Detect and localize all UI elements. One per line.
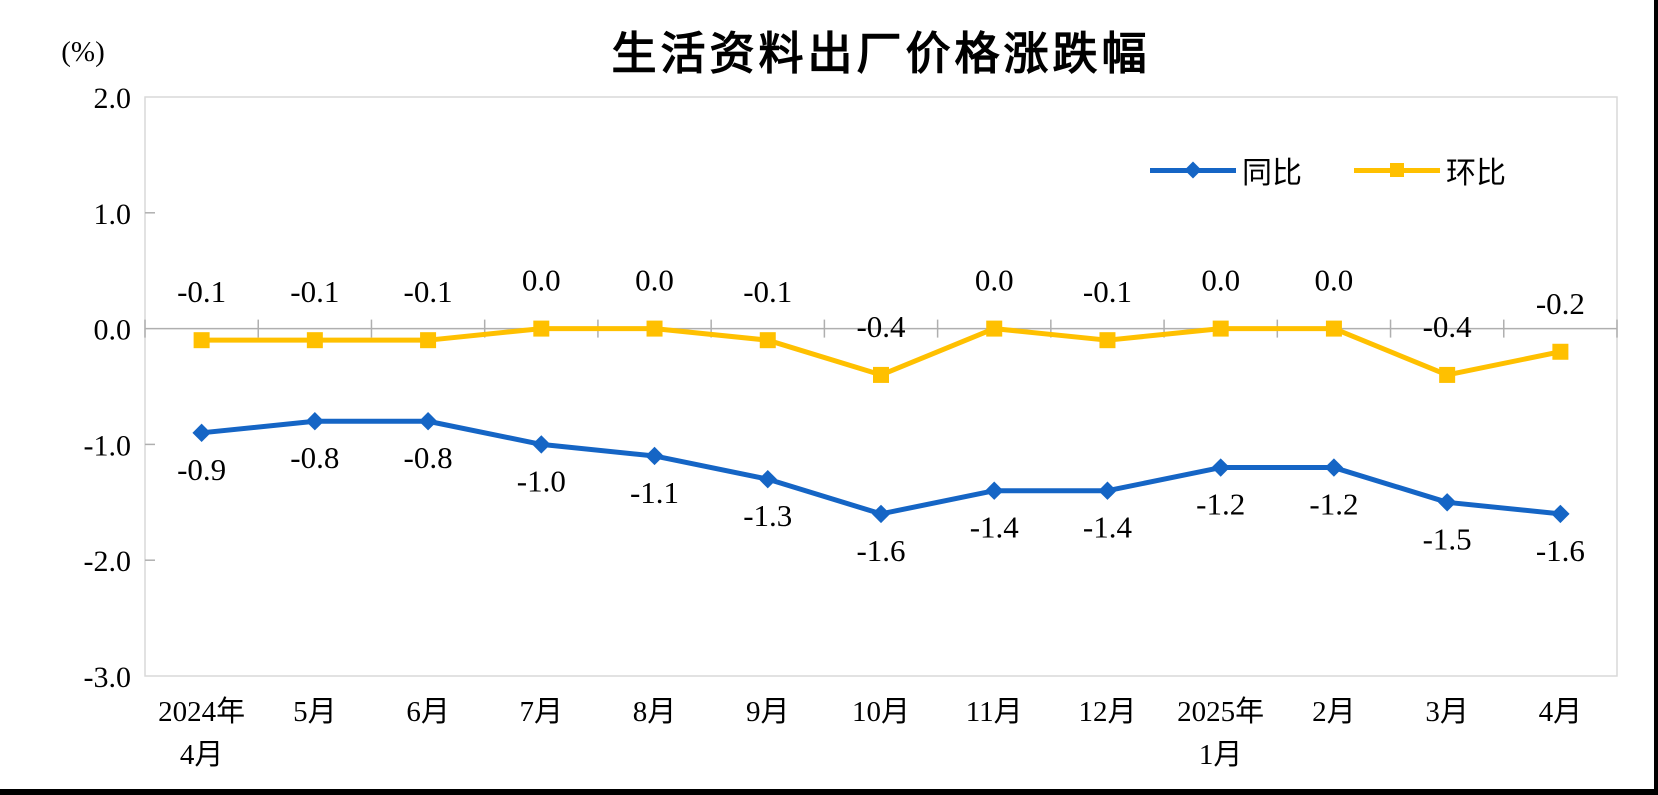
x-axis-label: 7月 xyxy=(520,696,564,728)
x-axis-label: 2月 xyxy=(1312,696,1356,728)
x-axis-label: 6月 xyxy=(406,696,450,728)
series-huanbi-data-label: 0.0 xyxy=(1315,263,1354,298)
x-axis-label: 1月 xyxy=(1199,739,1243,771)
series-tongbi-marker xyxy=(985,481,1004,500)
y-axis-tick-label: 2.0 xyxy=(94,82,132,115)
series-huanbi-data-label: -0.1 xyxy=(1083,274,1132,309)
x-axis-label: 4月 xyxy=(180,739,224,771)
y-axis-tick-label: 0.0 xyxy=(94,314,132,347)
window-edge-bottom xyxy=(0,789,1658,795)
series-huanbi-marker xyxy=(1552,343,1569,360)
series-huanbi-data-label: 0.0 xyxy=(635,263,674,298)
legend-label-tongbi: 同比 xyxy=(1242,157,1302,190)
series-huanbi-marker xyxy=(1439,366,1456,383)
series-huanbi-data-label: -0.4 xyxy=(1423,309,1473,344)
series-tongbi-marker xyxy=(305,412,325,431)
series-huanbi-marker xyxy=(306,332,323,349)
series-tongbi-data-label: -1.4 xyxy=(1083,510,1133,545)
series-tongbi-data-label: -1.6 xyxy=(856,533,905,568)
series-tongbi-data-label: -1.4 xyxy=(970,510,1020,545)
x-axis-label: 11月 xyxy=(966,696,1023,728)
series-huanbi-marker xyxy=(193,332,210,349)
series-tongbi-marker xyxy=(758,469,777,489)
series-huanbi-marker xyxy=(420,332,437,349)
series-huanbi-marker xyxy=(646,320,663,337)
diamond-marker-icon xyxy=(1184,161,1202,179)
chart-title: 生活资料出厂价格涨跌幅 xyxy=(611,28,1151,79)
series-huanbi-data-label: 0.0 xyxy=(975,263,1014,298)
window-edge-right xyxy=(1654,0,1658,795)
series-huanbi-data-label: -0.2 xyxy=(1536,286,1585,321)
huanbi-line-sample-icon xyxy=(1354,163,1440,177)
series-huanbi-data-label: -0.1 xyxy=(404,274,453,309)
legend: 同比 环比 xyxy=(1150,148,1506,192)
series-tongbi-data-label: -0.9 xyxy=(177,452,226,487)
x-axis-label: 8月 xyxy=(633,696,677,728)
series-tongbi-marker xyxy=(645,446,664,466)
series-huanbi-data-label: -0.4 xyxy=(856,309,906,344)
series-huanbi-marker xyxy=(1325,320,1342,337)
series-huanbi-marker xyxy=(759,332,776,349)
series-tongbi-marker xyxy=(1551,504,1570,524)
y-axis-tick-label: -1.0 xyxy=(84,429,132,462)
x-axis-label: 10月 xyxy=(852,696,910,728)
series-tongbi-marker xyxy=(1098,481,1117,500)
x-axis-label: 2025年 xyxy=(1177,695,1264,728)
series-tongbi-data-label: -1.2 xyxy=(1309,487,1358,522)
series-huanbi-data-label: 0.0 xyxy=(522,263,561,298)
series-tongbi-marker xyxy=(1211,458,1230,477)
x-axis-label: 2024年 xyxy=(158,695,245,728)
legend-item-huanbi[interactable]: 环比 xyxy=(1354,148,1506,192)
series-huanbi-data-label: -0.1 xyxy=(177,274,226,309)
x-axis-label: 5月 xyxy=(293,696,337,728)
series-tongbi-data-label: -1.6 xyxy=(1536,533,1585,568)
series-huanbi-marker xyxy=(1099,332,1116,349)
series-huanbi-data-label: -0.1 xyxy=(743,274,792,309)
series-tongbi-data-label: -1.5 xyxy=(1423,521,1472,556)
plot-border xyxy=(144,96,1618,677)
x-axis-label: 3月 xyxy=(1425,696,1469,728)
series-tongbi-data-label: -0.8 xyxy=(404,440,453,475)
series-tongbi-data-label: -1.2 xyxy=(1196,487,1245,522)
series-huanbi-marker xyxy=(1212,320,1229,337)
series-tongbi-marker xyxy=(1324,458,1344,477)
series-tongbi-data-label: -1.1 xyxy=(630,475,679,510)
series-huanbi-marker xyxy=(533,320,550,337)
series-tongbi-marker xyxy=(871,504,891,524)
tongbi-line-sample-icon xyxy=(1150,161,1236,179)
x-axis-label: 12月 xyxy=(1078,696,1136,728)
y-axis-tick-label: 1.0 xyxy=(94,198,132,231)
series-tongbi-data-label: -1.0 xyxy=(517,463,566,498)
y-axis-tick-label: -3.0 xyxy=(84,661,132,694)
series-tongbi-data-label: -0.8 xyxy=(290,440,339,475)
series-huanbi-marker xyxy=(873,366,889,383)
series-tongbi-marker xyxy=(192,423,211,443)
legend-item-tongbi[interactable]: 同比 xyxy=(1150,148,1302,192)
y-axis-tick-label: -2.0 xyxy=(84,545,132,578)
square-marker-icon xyxy=(1390,163,1404,177)
series-tongbi-marker xyxy=(532,435,551,454)
series-huanbi-data-label: 0.0 xyxy=(1201,263,1240,298)
series-huanbi-marker xyxy=(986,320,1003,337)
y-axis-unit-label: (%) xyxy=(61,36,105,68)
x-axis-label: 9月 xyxy=(746,696,790,728)
series-tongbi-marker xyxy=(418,412,438,431)
x-axis-label: 4月 xyxy=(1539,696,1583,728)
series-tongbi-data-label: -1.3 xyxy=(743,498,792,533)
series-huanbi-data-label: -0.1 xyxy=(290,274,339,309)
series-tongbi-marker xyxy=(1437,493,1457,512)
legend-label-huanbi: 环比 xyxy=(1446,157,1506,190)
